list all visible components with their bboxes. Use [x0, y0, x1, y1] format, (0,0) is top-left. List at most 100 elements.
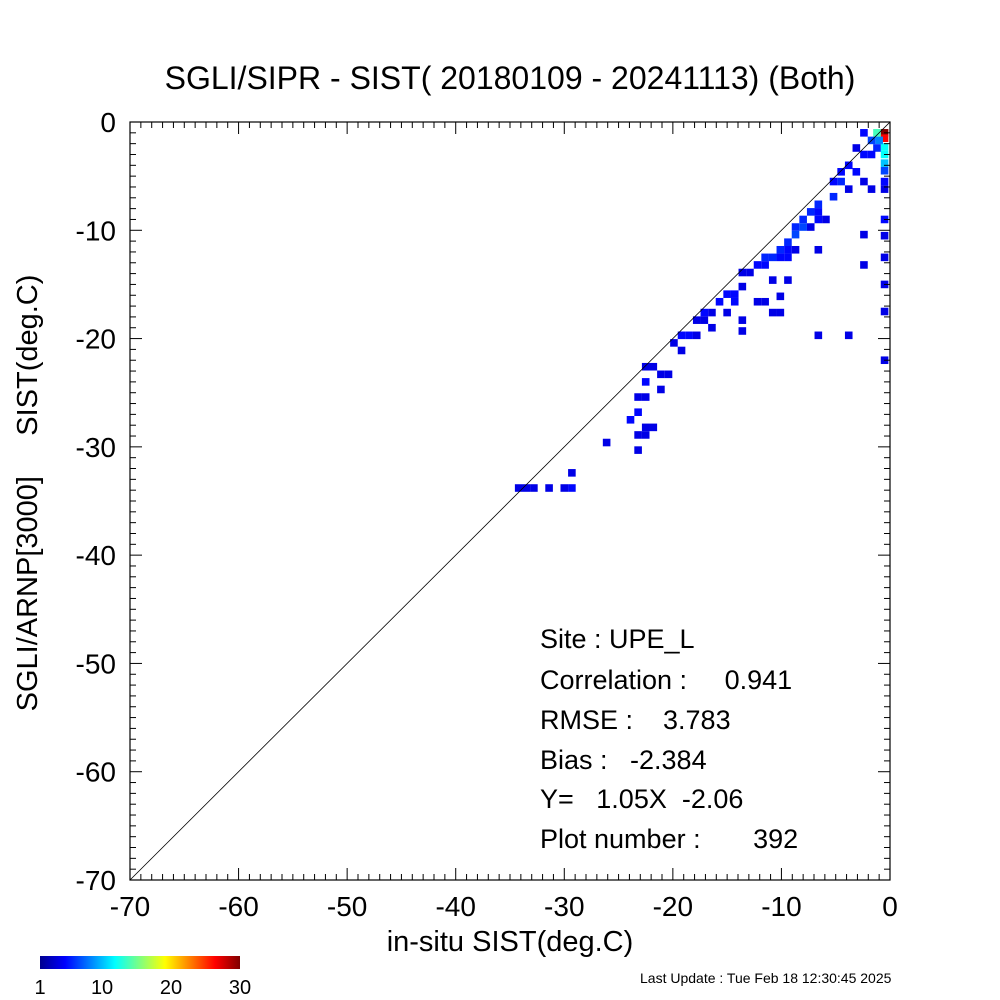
chart-title: SGLI/SIPR - SIST( 20180109 - 20241113) (…	[165, 60, 856, 96]
y-tick-label: -40	[76, 540, 116, 571]
heatmap-cell	[560, 484, 569, 492]
heatmap-cell	[844, 185, 853, 193]
heatmap-cell	[784, 238, 792, 246]
heatmap-cell	[700, 316, 709, 324]
heatmap-cell	[626, 416, 635, 424]
x-tick-label: 0	[882, 891, 898, 922]
y-tick-label: 0	[100, 107, 116, 138]
heatmap-cell	[867, 150, 876, 159]
heatmap-cells	[514, 129, 889, 492]
heatmap-cell	[738, 268, 747, 277]
y-tick-labels: -70 -60 -50 -40 -30 -20 -10 0	[76, 107, 116, 896]
heatmap-cell	[730, 297, 739, 306]
heatmap-cell	[860, 230, 868, 239]
heatmap-cell	[880, 166, 889, 175]
heatmap-cell	[677, 346, 686, 355]
heatmap-cell	[867, 185, 876, 193]
heatmap-cell	[873, 129, 881, 137]
heatmap-cell	[768, 308, 777, 317]
heatmap-cell	[860, 150, 868, 159]
heatmap-cell	[657, 370, 665, 379]
heatmap-cell	[880, 177, 889, 186]
heatmap-cell	[776, 245, 785, 254]
heatmap-cell	[641, 378, 650, 386]
heatmap-cell	[568, 484, 576, 492]
heatmap-cell	[814, 331, 823, 340]
heatmap-cell	[806, 208, 815, 216]
heatmap-cell	[708, 308, 716, 317]
y-tick-label: -60	[76, 757, 116, 788]
heatmap-cell	[799, 223, 807, 231]
stat-site: Site : UPE_L	[540, 624, 695, 654]
y-tick-label: -30	[76, 432, 116, 463]
colorbar-labels: 1 10 20 30	[34, 977, 251, 999]
heatmap-cell	[568, 469, 576, 477]
heatmap-cell	[844, 161, 853, 170]
x-tick-label: -70	[110, 891, 150, 922]
heatmap-cell	[829, 192, 838, 201]
y-axis-label: SGLI/ARNP[3000] SIST(deg.C)	[12, 275, 44, 712]
heatmap-cell	[761, 297, 769, 306]
heatmap-cell	[837, 168, 845, 176]
colorbar-gradient	[40, 956, 240, 969]
heatmap-cell	[860, 261, 868, 269]
heatmap-cell	[753, 297, 762, 306]
heatmap-cell	[514, 484, 523, 492]
stat-rmse: RMSE : 3.783	[540, 705, 731, 735]
heatmap-cell	[776, 292, 785, 301]
heatmap-cell	[692, 316, 701, 324]
heatmap-cell	[844, 331, 853, 340]
x-tick-label: -60	[218, 891, 258, 922]
heatmap-cell	[664, 370, 673, 379]
x-tick-label: -20	[653, 891, 693, 922]
heatmap-cell	[649, 362, 658, 371]
heatmap-cell	[880, 307, 889, 316]
colorbar-tick-label: 30	[229, 977, 251, 999]
heatmap-cell	[641, 431, 650, 439]
colorbar: 1 10 20 30	[34, 956, 251, 999]
heatmap-cell	[776, 308, 785, 317]
heatmap-cell	[852, 144, 861, 152]
y-tick-label: -50	[76, 648, 116, 679]
heatmap-cell	[761, 261, 769, 269]
stat-regression: Y= 1.05X -2.06	[540, 784, 743, 814]
heatmap-cell	[880, 185, 889, 193]
colorbar-tick-label: 1	[34, 977, 45, 999]
heatmap-cell	[791, 230, 800, 239]
heatmap-cell	[837, 177, 845, 186]
y-tick-label: -10	[76, 215, 116, 246]
heatmap-cell	[700, 308, 709, 317]
heatmap-cell	[708, 323, 716, 332]
heatmap-cell	[880, 231, 889, 240]
heatmap-cell	[723, 290, 731, 298]
heatmap-cell	[829, 177, 838, 186]
heatmap-cell	[814, 245, 823, 254]
heatmap-cell	[641, 423, 650, 432]
heatmap-cell	[692, 331, 701, 340]
y-tick-label: -70	[76, 865, 116, 896]
x-axis-label: in-situ SIST(deg.C)	[387, 926, 634, 958]
heatmap-cell	[791, 245, 800, 254]
heatmap-cell	[776, 253, 785, 262]
one-to-one-line	[129, 121, 891, 881]
x-tick-label: -30	[544, 891, 584, 922]
heatmap-cell	[784, 245, 792, 254]
heatmap-cell	[880, 134, 889, 143]
heatmap-cell	[860, 129, 868, 137]
colorbar-tick-label: 10	[91, 977, 113, 999]
stat-correlation: Correlation : 0.941	[540, 665, 792, 695]
heatmap-cell	[738, 327, 747, 335]
heatmap-cell	[814, 208, 823, 216]
heatmap-cell	[873, 144, 881, 152]
heatmap-cell	[634, 431, 642, 439]
x-tick-label: -50	[327, 891, 367, 922]
heatmap-cell	[860, 177, 868, 186]
heatmap-cell	[723, 308, 731, 317]
heatmap-cell	[799, 215, 807, 224]
heatmap-cell	[806, 223, 815, 231]
y-tick-label: -20	[76, 324, 116, 355]
stats-box: Site : UPE_L Correlation : 0.941 RMSE : …	[540, 624, 798, 854]
heatmap-cell	[545, 484, 553, 492]
heatmap-cell	[880, 143, 889, 151]
